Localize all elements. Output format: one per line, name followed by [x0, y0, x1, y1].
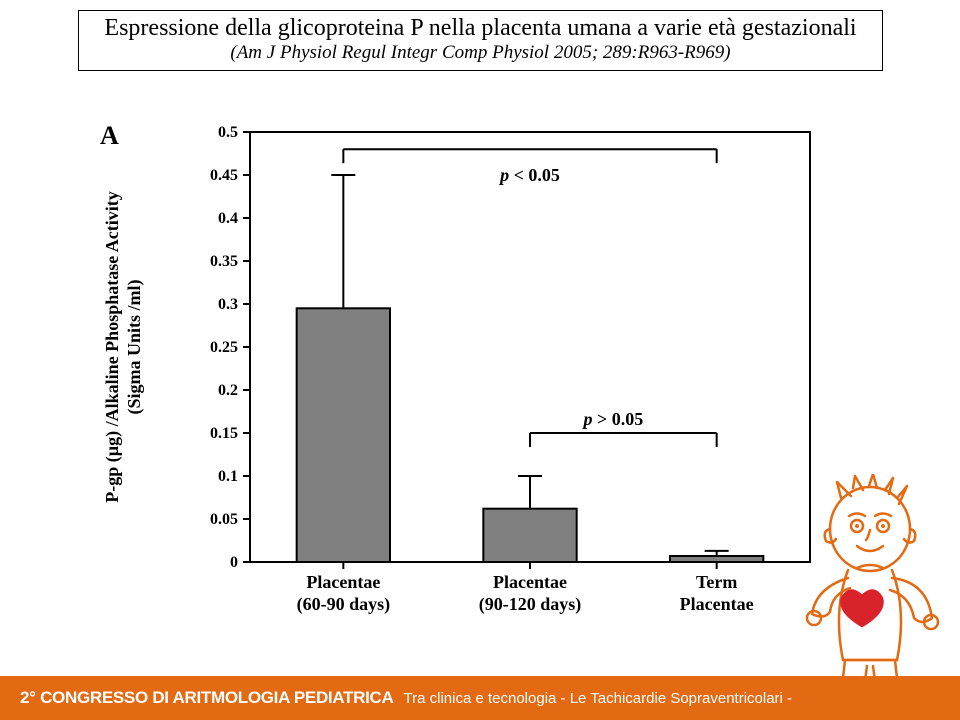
svg-text:0.45: 0.45	[210, 167, 238, 184]
svg-text:0.05: 0.05	[210, 511, 238, 528]
svg-text:(Sigma Units /ml): (Sigma Units /ml)	[124, 279, 145, 414]
svg-text:0.2: 0.2	[218, 382, 238, 399]
svg-text:Placentae: Placentae	[306, 572, 380, 592]
svg-text:(60-90 days): (60-90 days)	[297, 594, 391, 615]
svg-text:P-gp (µg) /Alkaline Phosphatas: P-gp (µg) /Alkaline Phosphatase Activity	[102, 191, 123, 502]
svg-text:A: A	[100, 121, 119, 150]
chart-container: 0 0.05 0.1 0.15 0.2 0.25 0.3 0.35 0.4 0.45 0.5 Plac…	[80, 112, 840, 632]
slide-title-line1: Espressione della glicoproteina P nella …	[89, 15, 872, 42]
svg-text:Placentae: Placentae	[493, 572, 567, 592]
svg-text:p > 0.05: p > 0.05	[581, 409, 643, 429]
svg-text:0: 0	[230, 554, 238, 571]
slide-title-box: Espressione della glicoproteina P nella …	[78, 10, 883, 71]
svg-text:0.1: 0.1	[218, 468, 238, 485]
svg-text:0.25: 0.25	[210, 339, 238, 356]
svg-text:Term: Term	[696, 572, 737, 592]
svg-text:(90-120 days): (90-120 days)	[479, 594, 582, 615]
svg-text:0.15: 0.15	[210, 425, 238, 442]
footer-subtitle: Tra clinica e tecnologia - Le Tachicardi…	[404, 690, 793, 707]
svg-text:p < 0.05: p < 0.05	[498, 165, 560, 185]
svg-text:Placentae: Placentae	[680, 594, 754, 614]
bar-chart: 0 0.05 0.1 0.15 0.2 0.25 0.3 0.35 0.4 0.45 0.5 Plac…	[80, 112, 840, 632]
svg-text:0.35: 0.35	[210, 253, 238, 270]
svg-text:0.5: 0.5	[218, 124, 238, 141]
slide-title-citation: (Am J Physiol Regul Integr Comp Physiol …	[89, 42, 872, 64]
footer-bar: 2° CONGRESSO DI ARITMOLOGIA PEDIATRICA T…	[0, 676, 960, 720]
svg-text:0.4: 0.4	[218, 210, 238, 227]
svg-text:0.3: 0.3	[218, 296, 238, 313]
footer-congress-name: 2° CONGRESSO DI ARITMOLOGIA PEDIATRICA	[20, 688, 394, 708]
